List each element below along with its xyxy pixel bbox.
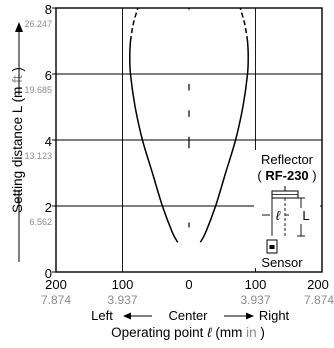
inset-diagram: Reflector ( RF-230 ) ℓ L Sensor: [254, 150, 320, 270]
x-axis-unit-in: in: [246, 325, 257, 340]
y-tick-ft-19685: 19.685: [24, 85, 52, 95]
detection-curves: [129, 7, 249, 243]
y-tick-ft-13123: 13.123: [24, 151, 52, 161]
inset-model-name: RF-230: [265, 168, 308, 183]
y-tick-ft-6562: 6.562: [29, 217, 52, 227]
inset-reflector-label: Reflector: [261, 152, 314, 167]
inset-ell: ℓ: [276, 208, 281, 223]
y-tick-0: 0: [45, 266, 52, 281]
svg-text:Setting distance L (m: Setting distance L (m ft ): [10, 67, 25, 213]
x-tick-in-left-3937: 3.937: [107, 293, 137, 307]
arrow-right-head: [246, 312, 254, 320]
y-axis-unit-close: ): [10, 67, 25, 72]
x-tick-in-right-3937: 3.937: [240, 293, 270, 307]
curve-right-solid: [199, 40, 249, 243]
y-axis-label-text: Setting distance L: [10, 105, 25, 213]
y-tick-ft-26247: 26.247: [24, 19, 52, 29]
direction-left: Left: [91, 308, 113, 323]
y-axis-label: Setting distance L (m ft ): [10, 67, 25, 213]
inset-L: L: [302, 208, 309, 223]
y-tick-8: 8: [45, 2, 52, 17]
curve-left-solid: [129, 40, 179, 243]
arrow-left-head: [123, 312, 131, 320]
y-axis-arrow-head: [15, 22, 23, 32]
x-tick-0: 0: [185, 277, 192, 292]
direction-right: Right: [259, 308, 290, 323]
x-tick-left-200: 200: [45, 277, 67, 292]
inset-model-open: (: [257, 168, 262, 183]
x-axis-unit-open: (mm: [215, 325, 242, 340]
x-tick-left-100: 100: [112, 277, 134, 292]
y-axis-unit-open: (m: [10, 87, 25, 103]
x-tick-right-200: 200: [307, 277, 329, 292]
curve-left-dashed: [129, 7, 139, 42]
x-tick-right-100: 100: [245, 277, 267, 292]
inset-model: ( RF-230 ): [257, 168, 316, 183]
x-axis-symbol: ℓ: [207, 325, 212, 340]
y-tick-2: 2: [45, 200, 52, 215]
x-tick-in-left-7874: 7.874: [41, 293, 71, 307]
x-axis-label-text: Operating point: [111, 325, 204, 340]
curve-right-dashed: [239, 7, 249, 42]
sensor-icon-lens: [269, 245, 275, 249]
x-axis-label: Operating point ℓ (mm in ): [111, 325, 265, 340]
y-tick-4: 4: [45, 134, 52, 149]
inset-model-close: ): [312, 168, 316, 183]
y-axis-unit-ft: ft: [10, 75, 25, 83]
inset-background: [254, 150, 320, 268]
y-tick-6: 6: [45, 68, 52, 83]
x-axis-unit-close: ): [260, 325, 265, 340]
inset-sensor-label: Sensor: [261, 255, 303, 270]
direction-center: Center: [168, 308, 208, 323]
x-tick-in-right-7874: 7.874: [304, 293, 334, 307]
